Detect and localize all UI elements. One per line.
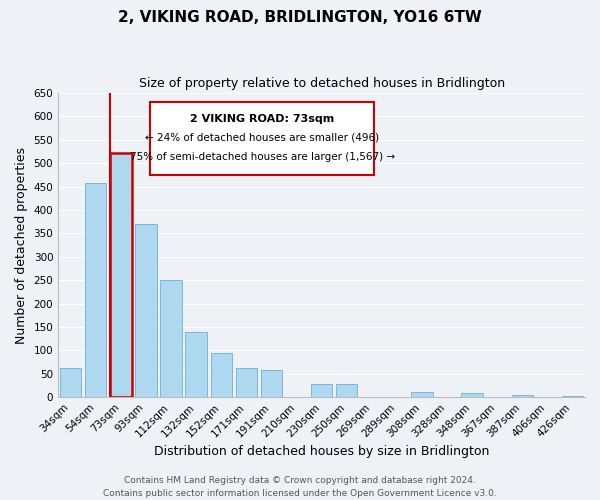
Bar [185, 332, 207, 397]
Bar [562, 396, 583, 397]
X-axis label: Distribution of detached houses by size in Bridlington: Distribution of detached houses by size … [154, 444, 489, 458]
Text: 75% of semi-detached houses are larger (1,567) →: 75% of semi-detached houses are larger (… [130, 152, 395, 162]
Text: 2 VIKING ROAD: 73sqm: 2 VIKING ROAD: 73sqm [190, 114, 334, 124]
Bar [160, 280, 182, 397]
Bar [110, 154, 131, 397]
Y-axis label: Number of detached properties: Number of detached properties [15, 146, 28, 344]
Bar [211, 353, 232, 397]
Bar [236, 368, 257, 397]
Bar [411, 392, 433, 397]
Bar [461, 392, 483, 397]
Text: 2, VIKING ROAD, BRIDLINGTON, YO16 6TW: 2, VIKING ROAD, BRIDLINGTON, YO16 6TW [118, 10, 482, 25]
Bar [261, 370, 282, 397]
FancyBboxPatch shape [151, 102, 374, 175]
Bar [60, 368, 82, 397]
Bar [512, 395, 533, 397]
Bar [311, 384, 332, 397]
Bar [336, 384, 358, 397]
Text: ← 24% of detached houses are smaller (496): ← 24% of detached houses are smaller (49… [145, 132, 379, 142]
Title: Size of property relative to detached houses in Bridlington: Size of property relative to detached ho… [139, 78, 505, 90]
Bar [136, 224, 157, 397]
Text: Contains HM Land Registry data © Crown copyright and database right 2024.
Contai: Contains HM Land Registry data © Crown c… [103, 476, 497, 498]
Bar [85, 183, 106, 397]
